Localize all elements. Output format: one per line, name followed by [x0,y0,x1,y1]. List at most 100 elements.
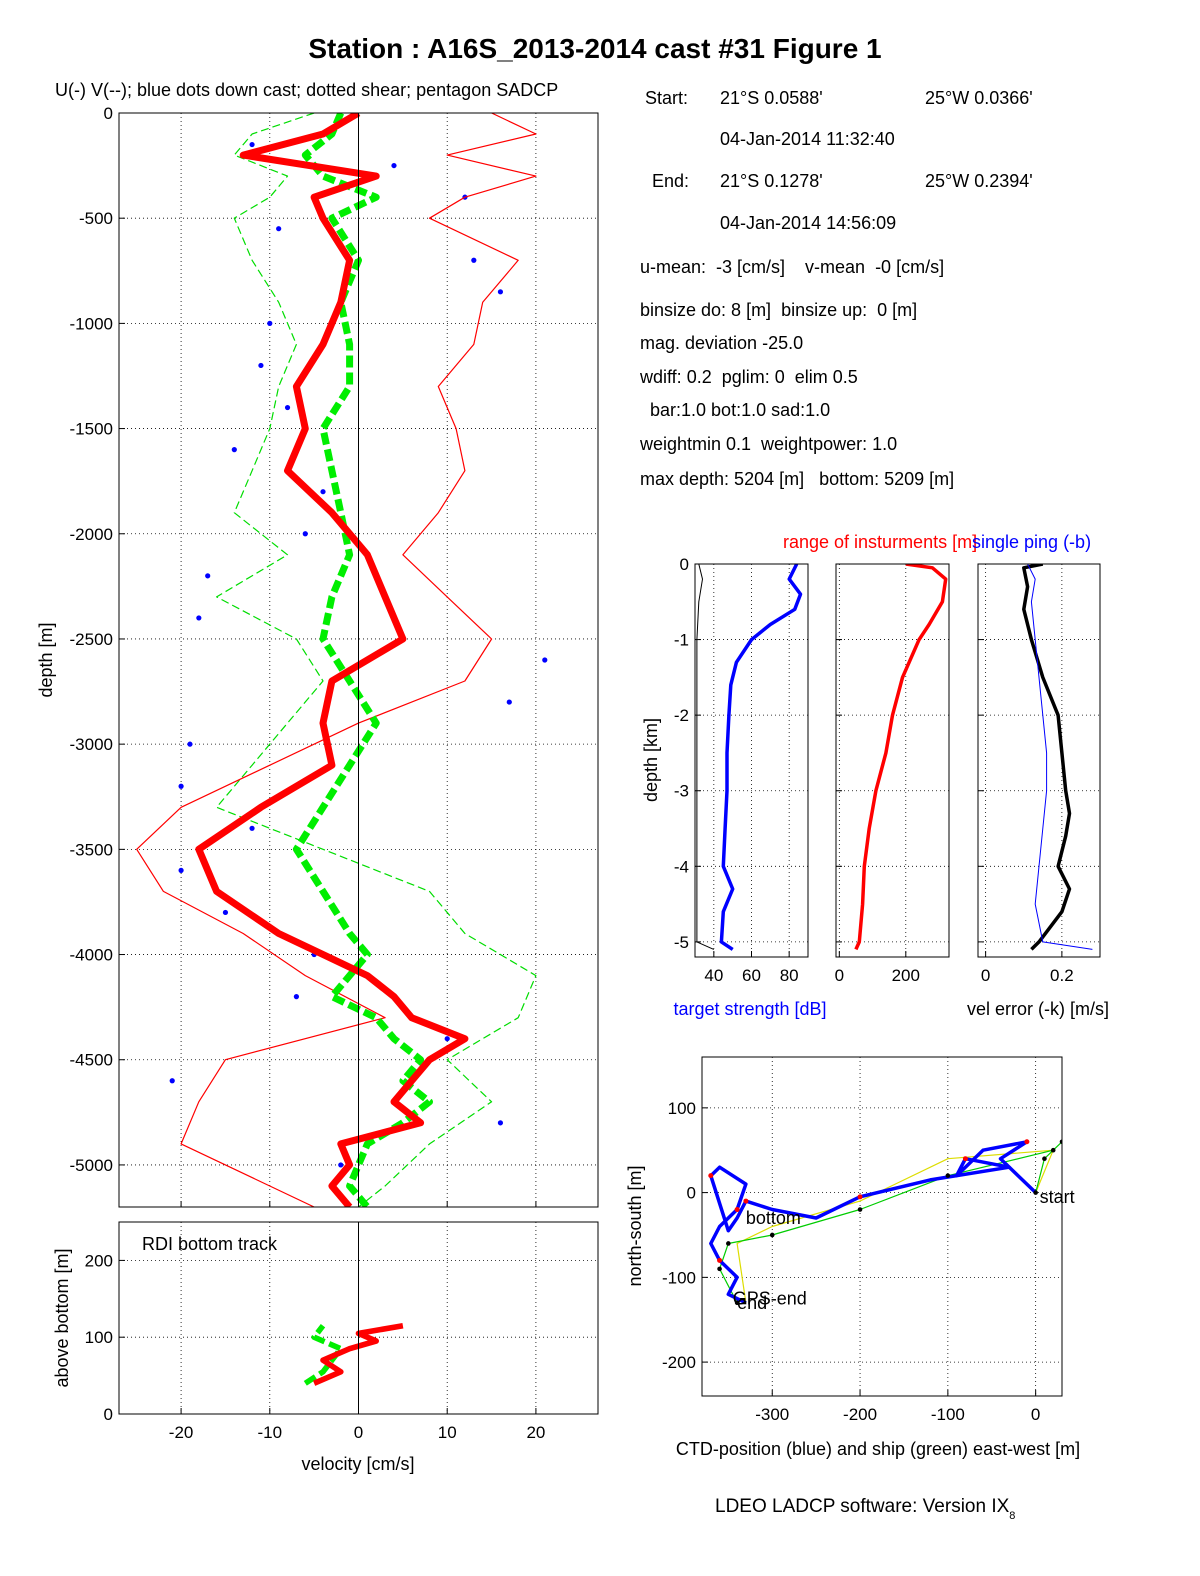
velocity_profile-blue-dot [267,320,273,326]
ctd_position-annotation-end: end [737,1293,767,1313]
velocity_error-series-group [1022,564,1093,951]
start-lat: 21°S 0.0588' [720,88,823,108]
velocity_profile-blue-dot [178,867,184,873]
velocity_profile-blue-dot [542,657,548,663]
ctd_position-red-marker [1024,1139,1030,1145]
instrument_range-x-tick-label: 0 [835,966,844,985]
velocity_profile-y-tick-label: -500 [79,209,113,228]
start-time: 04-Jan-2014 11:32:40 [720,129,895,149]
velocity_error-series-thick-black [1022,564,1072,951]
target_strength-y-tick-label: -3 [674,782,689,801]
target_strength-y-tick-label: -1 [674,631,689,650]
ctd_position-black-marker [734,1300,740,1306]
ctd_position-annotation-bottom: bottom [746,1208,801,1228]
bottom_track-xlabel: velocity [cm/s] [301,1454,414,1474]
instrument_range-x-tick-label: 200 [892,966,920,985]
end-lat: 21°S 0.1278' [720,171,823,191]
velocity_profile-ylabel: depth [m] [36,622,56,697]
ctd_position-red-marker [743,1198,749,1204]
ctd_position-black-marker [769,1232,775,1238]
velocity_profile-blue-dot [178,783,184,789]
target_strength-series-thick-blue [719,564,803,951]
target_strength-y-tick-label: -5 [674,933,689,952]
ctd_position-red-marker [857,1194,863,1200]
ctd_position-black-marker [1042,1156,1047,1161]
ctd_position-y-tick-label: -100 [662,1268,696,1287]
velocity_profile-blue-dot [444,1036,450,1042]
footer-text: LDEO LADCP software: Version IX8 [715,1496,1015,1522]
instrument_range-series-thick-red [854,564,948,951]
velocity_profile-blue-dot [205,573,211,579]
info-panel: Start: 21°S 0.0588' 25°W 0.0366' 04-Jan-… [639,88,1033,489]
ctd_position-annotation-gps-end: GPS-end [733,1289,807,1309]
bottom_track-x-tick-label: 10 [438,1423,457,1442]
velocity_profile-blue-dot [391,162,397,169]
instrument_range-series-group [854,564,948,951]
bottom_track-frame [118,1221,599,1415]
velocity_profile-y-tick-label: -4000 [70,946,113,965]
ctd_position-x-tick-label: -200 [843,1405,877,1424]
bottom_track-x-tick-label: -20 [169,1423,194,1442]
ctd_position-red-marker [734,1207,740,1213]
velocity_error-title: single ping (-b) [972,532,1091,552]
end-lon: 25°W 0.2394' [925,171,1033,191]
ctd_position-red-marker [962,1156,968,1162]
ctd_position-y-tick-label: -200 [662,1353,696,1372]
bottom_track-y-tick-label: 100 [85,1328,113,1347]
end-time: 04-Jan-2014 14:56:09 [720,213,896,233]
bottom_track-x-tick-label: 0 [354,1423,363,1442]
ctd_position-black-marker [726,1241,731,1246]
ctd_position-y-tick-label: 100 [668,1099,696,1118]
velocity_profile-blue-dot [497,289,504,295]
velocity_profile-blue-dot [196,615,202,621]
velocity_profile-blue-dot [169,1078,175,1084]
info-line-bar: bar:1.0 bot:1.0 sad:1.0 [640,400,830,420]
velocity_profile-y-tick-label: 0 [104,104,113,123]
info-line-wdiff: wdiff: 0.2 pglim: 0 elim 0.5 [639,367,858,387]
instrument_range-plot-area [836,564,949,957]
ctd_position-red-marker [717,1257,723,1263]
target_strength-x-tick-label: 60 [742,966,761,985]
start-lon: 25°W 0.0366' [925,88,1033,108]
ctd_position-black-marker [1059,1139,1062,1145]
velocity_profile-y-tick-label: -2000 [70,525,113,544]
ctd_position-xlabel: CTD-position (blue) and ship (green) eas… [676,1439,1080,1459]
ctd_position-y-tick-label: 0 [687,1184,696,1203]
velocity_profile-series-thick-red-solid [195,113,469,1207]
target_strength-series-thin-black [696,564,715,950]
footer-subscript: 8 [1009,1510,1015,1522]
ctd_position-frame [701,1056,1063,1397]
velocity_profile-blue-dot [284,404,291,411]
velocity_profile-blue-dot [471,257,477,263]
ctd_position-annotation-start: start [1040,1187,1075,1207]
target_strength-frame [694,563,809,958]
velocity_profile-y-tick-label: -1500 [70,420,113,439]
velocity_profile-y-tick-label: -2500 [70,630,113,649]
velocity_error-plot-area [978,564,1100,957]
info-line-mean: u-mean: -3 [cm/s] v-mean -0 [cm/s] [640,257,944,277]
velocity_error-x-tick-label: 0.2 [1050,966,1074,985]
info-line-magdev: mag. deviation -25.0 [640,333,803,353]
velocity_profile-series-thin-green [216,113,537,1207]
end-label: End: [652,171,689,191]
ctd_position-black-marker [717,1266,722,1272]
info-line-weight: weightmin 0.1 weightpower: 1.0 [639,434,897,454]
target_strength-ylabel: depth [km] [641,718,661,802]
velocity_error-series-thin-blue [1027,564,1093,950]
info-line-depth: max depth: 5204 [m] bottom: 5209 [m] [640,469,954,489]
ctd_position-black-marker [857,1207,863,1212]
velocity_profile-blue-dot [276,226,282,232]
ctd_position-ylabel: north-south [m] [625,1165,645,1286]
target_strength-xlabel: target strength [dB] [673,999,826,1019]
info-line-binsize: binsize do: 8 [m] binsize up: 0 [m] [640,300,917,320]
target_strength-x-tick-label: 80 [780,966,799,985]
velocity_profile-frame [118,112,599,1208]
start-label: Start: [645,88,688,108]
instrument_range-frame [835,563,950,958]
bottom_track-x-tick-label: 20 [526,1423,545,1442]
ctd_position-black-marker [1050,1147,1056,1153]
velocity_profile-blue-dot [249,141,255,148]
velocity_profile-blue-dot [497,1120,504,1126]
bottom_track-y-tick-label: 0 [104,1405,113,1424]
ctd_position-x-tick-label: -100 [931,1405,965,1424]
